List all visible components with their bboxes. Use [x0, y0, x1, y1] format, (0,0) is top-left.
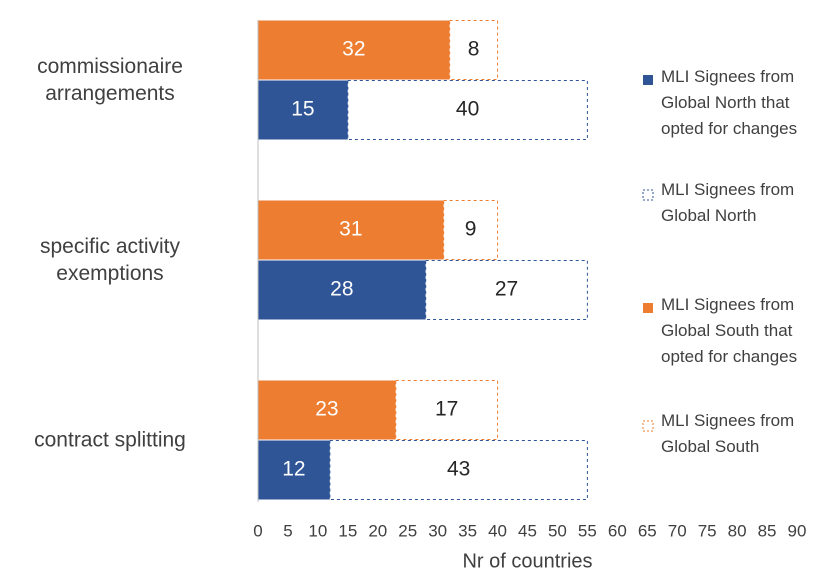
data-label: 32 — [342, 38, 365, 61]
legend-marker — [643, 75, 653, 85]
x-tick-label: 80 — [728, 521, 747, 540]
data-label: 8 — [468, 38, 480, 61]
x-tick-label: 65 — [638, 521, 657, 540]
x-tick-label: 90 — [788, 521, 807, 540]
data-label: 43 — [447, 458, 470, 481]
x-tick-label: 25 — [398, 521, 417, 540]
category-label: specific activity exemptions — [39, 235, 181, 285]
x-tick-label: 15 — [338, 521, 357, 540]
x-tick-label: 45 — [518, 521, 537, 540]
data-label: 28 — [330, 278, 353, 301]
x-tick-label: 40 — [488, 521, 507, 540]
legend-label: MLI Signees from Global North that opted… — [661, 67, 798, 138]
category-label: contract splitting — [34, 428, 186, 452]
category-label: commissionaire arrangements — [37, 55, 183, 105]
x-tick-label: 35 — [458, 521, 477, 540]
bar — [449, 20, 499, 80]
bar — [258, 440, 330, 500]
data-label: 15 — [291, 98, 314, 121]
x-tick-label: 30 — [428, 521, 447, 540]
bar — [347, 80, 588, 140]
x-tick-label: 85 — [758, 521, 777, 540]
x-tick-label: 75 — [698, 521, 717, 540]
bar — [258, 380, 396, 440]
x-tick-label: 60 — [608, 521, 627, 540]
x-tick-label: 55 — [578, 521, 597, 540]
legend-label: MLI Signees from Global South that opted… — [661, 295, 798, 366]
x-tick-label: 5 — [283, 521, 292, 540]
data-label: 27 — [495, 278, 518, 301]
bar — [258, 200, 444, 260]
data-label: 31 — [339, 218, 362, 241]
legend-label: MLI Signees from Global North — [661, 180, 795, 225]
x-tick-label: 0 — [253, 521, 262, 540]
bar — [443, 200, 499, 260]
legend-marker — [643, 303, 653, 313]
data-label: 12 — [282, 458, 305, 481]
x-tick-label: 20 — [368, 521, 387, 540]
x-axis-title: Nr of countries — [462, 550, 592, 572]
legend-marker — [642, 420, 654, 432]
data-label: 9 — [465, 218, 477, 241]
x-tick-label: 10 — [308, 521, 327, 540]
data-label: 40 — [456, 98, 479, 121]
x-tick-label: 50 — [548, 521, 567, 540]
legend-label: MLI Signees from Global South — [661, 411, 795, 456]
legend-marker — [642, 189, 654, 201]
data-label: 17 — [435, 398, 458, 421]
x-tick-label: 70 — [668, 521, 687, 540]
data-label: 23 — [315, 398, 338, 421]
bar — [329, 440, 588, 500]
bar — [258, 260, 426, 320]
bar — [395, 380, 499, 440]
bar — [258, 20, 450, 80]
bar — [425, 260, 588, 320]
bar — [258, 80, 348, 140]
